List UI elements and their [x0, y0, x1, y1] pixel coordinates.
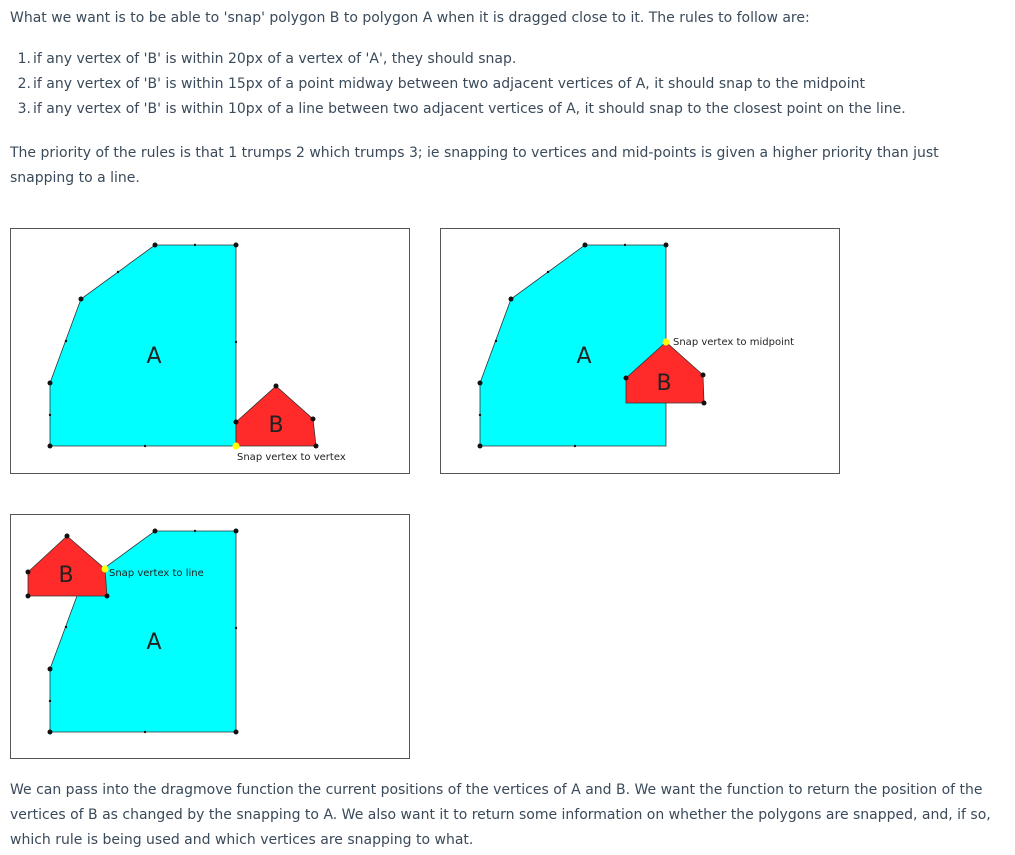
vertex-markers	[25, 528, 239, 735]
midpoint-markers	[48, 243, 238, 448]
polygon-b	[27, 535, 108, 597]
polygon-a-label: A	[146, 630, 161, 655]
figure-line-snap-canvas: A B Snap vertex to line	[25, 528, 239, 735]
list-item-number: 2.	[17, 76, 31, 92]
figure-line-snap: A B Snap vertex to line	[10, 514, 410, 759]
polygon-b-label: B	[656, 371, 671, 396]
midpoint-markers	[48, 529, 238, 734]
figure-midpoint-snap: A B Snap vertex to midpoint	[440, 228, 840, 474]
list-item-text: if any vertex of 'B' is within 15px of a…	[33, 76, 865, 92]
polygon-b	[235, 385, 317, 447]
figure-vertex-snap-canvas: A B Snap vertex to vertex	[47, 242, 346, 463]
list-item: 3. if any vertex of 'B' is within 10px o…	[0, 97, 906, 122]
snap-caption: Snap vertex to vertex	[237, 452, 346, 463]
vertex-markers	[477, 242, 707, 449]
list-item-text: if any vertex of 'B' is within 10px of a…	[33, 101, 906, 117]
figure-vertex-snap: A B Snap vertex to vertex	[10, 228, 410, 474]
list-item-number: 1.	[17, 51, 31, 67]
rules-list: 1. if any vertex of 'B' is within 20px o…	[0, 47, 906, 122]
vertex-markers	[47, 242, 319, 449]
snap-point	[662, 338, 670, 346]
closing-paragraph: We can pass into the dragmove function t…	[10, 782, 991, 848]
list-item: 2. if any vertex of 'B' is within 15px o…	[0, 72, 906, 97]
snap-point	[101, 565, 109, 573]
polygon-a-label: A	[146, 344, 161, 369]
polygon-a	[49, 244, 237, 447]
list-item: 1. if any vertex of 'B' is within 20px o…	[0, 47, 906, 72]
polygon-a	[479, 244, 667, 447]
intro-paragraph: What we want is to be able to 'snap' pol…	[10, 10, 810, 26]
snap-caption: Snap vertex to line	[109, 568, 204, 579]
polygon-b-label: B	[268, 413, 283, 438]
figure-midpoint-snap-canvas: A B Snap vertex to midpoint	[477, 242, 794, 449]
list-item-number: 3.	[17, 101, 31, 117]
snap-point	[232, 442, 240, 450]
list-item-text: if any vertex of 'B' is within 20px of a…	[33, 51, 517, 67]
polygon-b-label: B	[58, 563, 73, 588]
snap-caption: Snap vertex to midpoint	[673, 337, 794, 348]
priority-paragraph: The priority of the rules is that 1 trum…	[10, 145, 939, 186]
polygon-b	[625, 341, 705, 404]
midpoint-markers	[478, 243, 627, 448]
polygon-a-label: A	[576, 344, 591, 369]
